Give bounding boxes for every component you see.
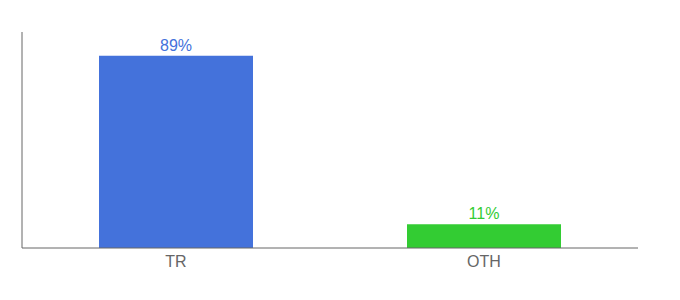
svg-text:11%: 11% bbox=[469, 205, 500, 222]
svg-text:OTH: OTH bbox=[467, 253, 501, 270]
svg-text:TR: TR bbox=[165, 253, 186, 270]
svg-text:89%: 89% bbox=[160, 37, 192, 54]
